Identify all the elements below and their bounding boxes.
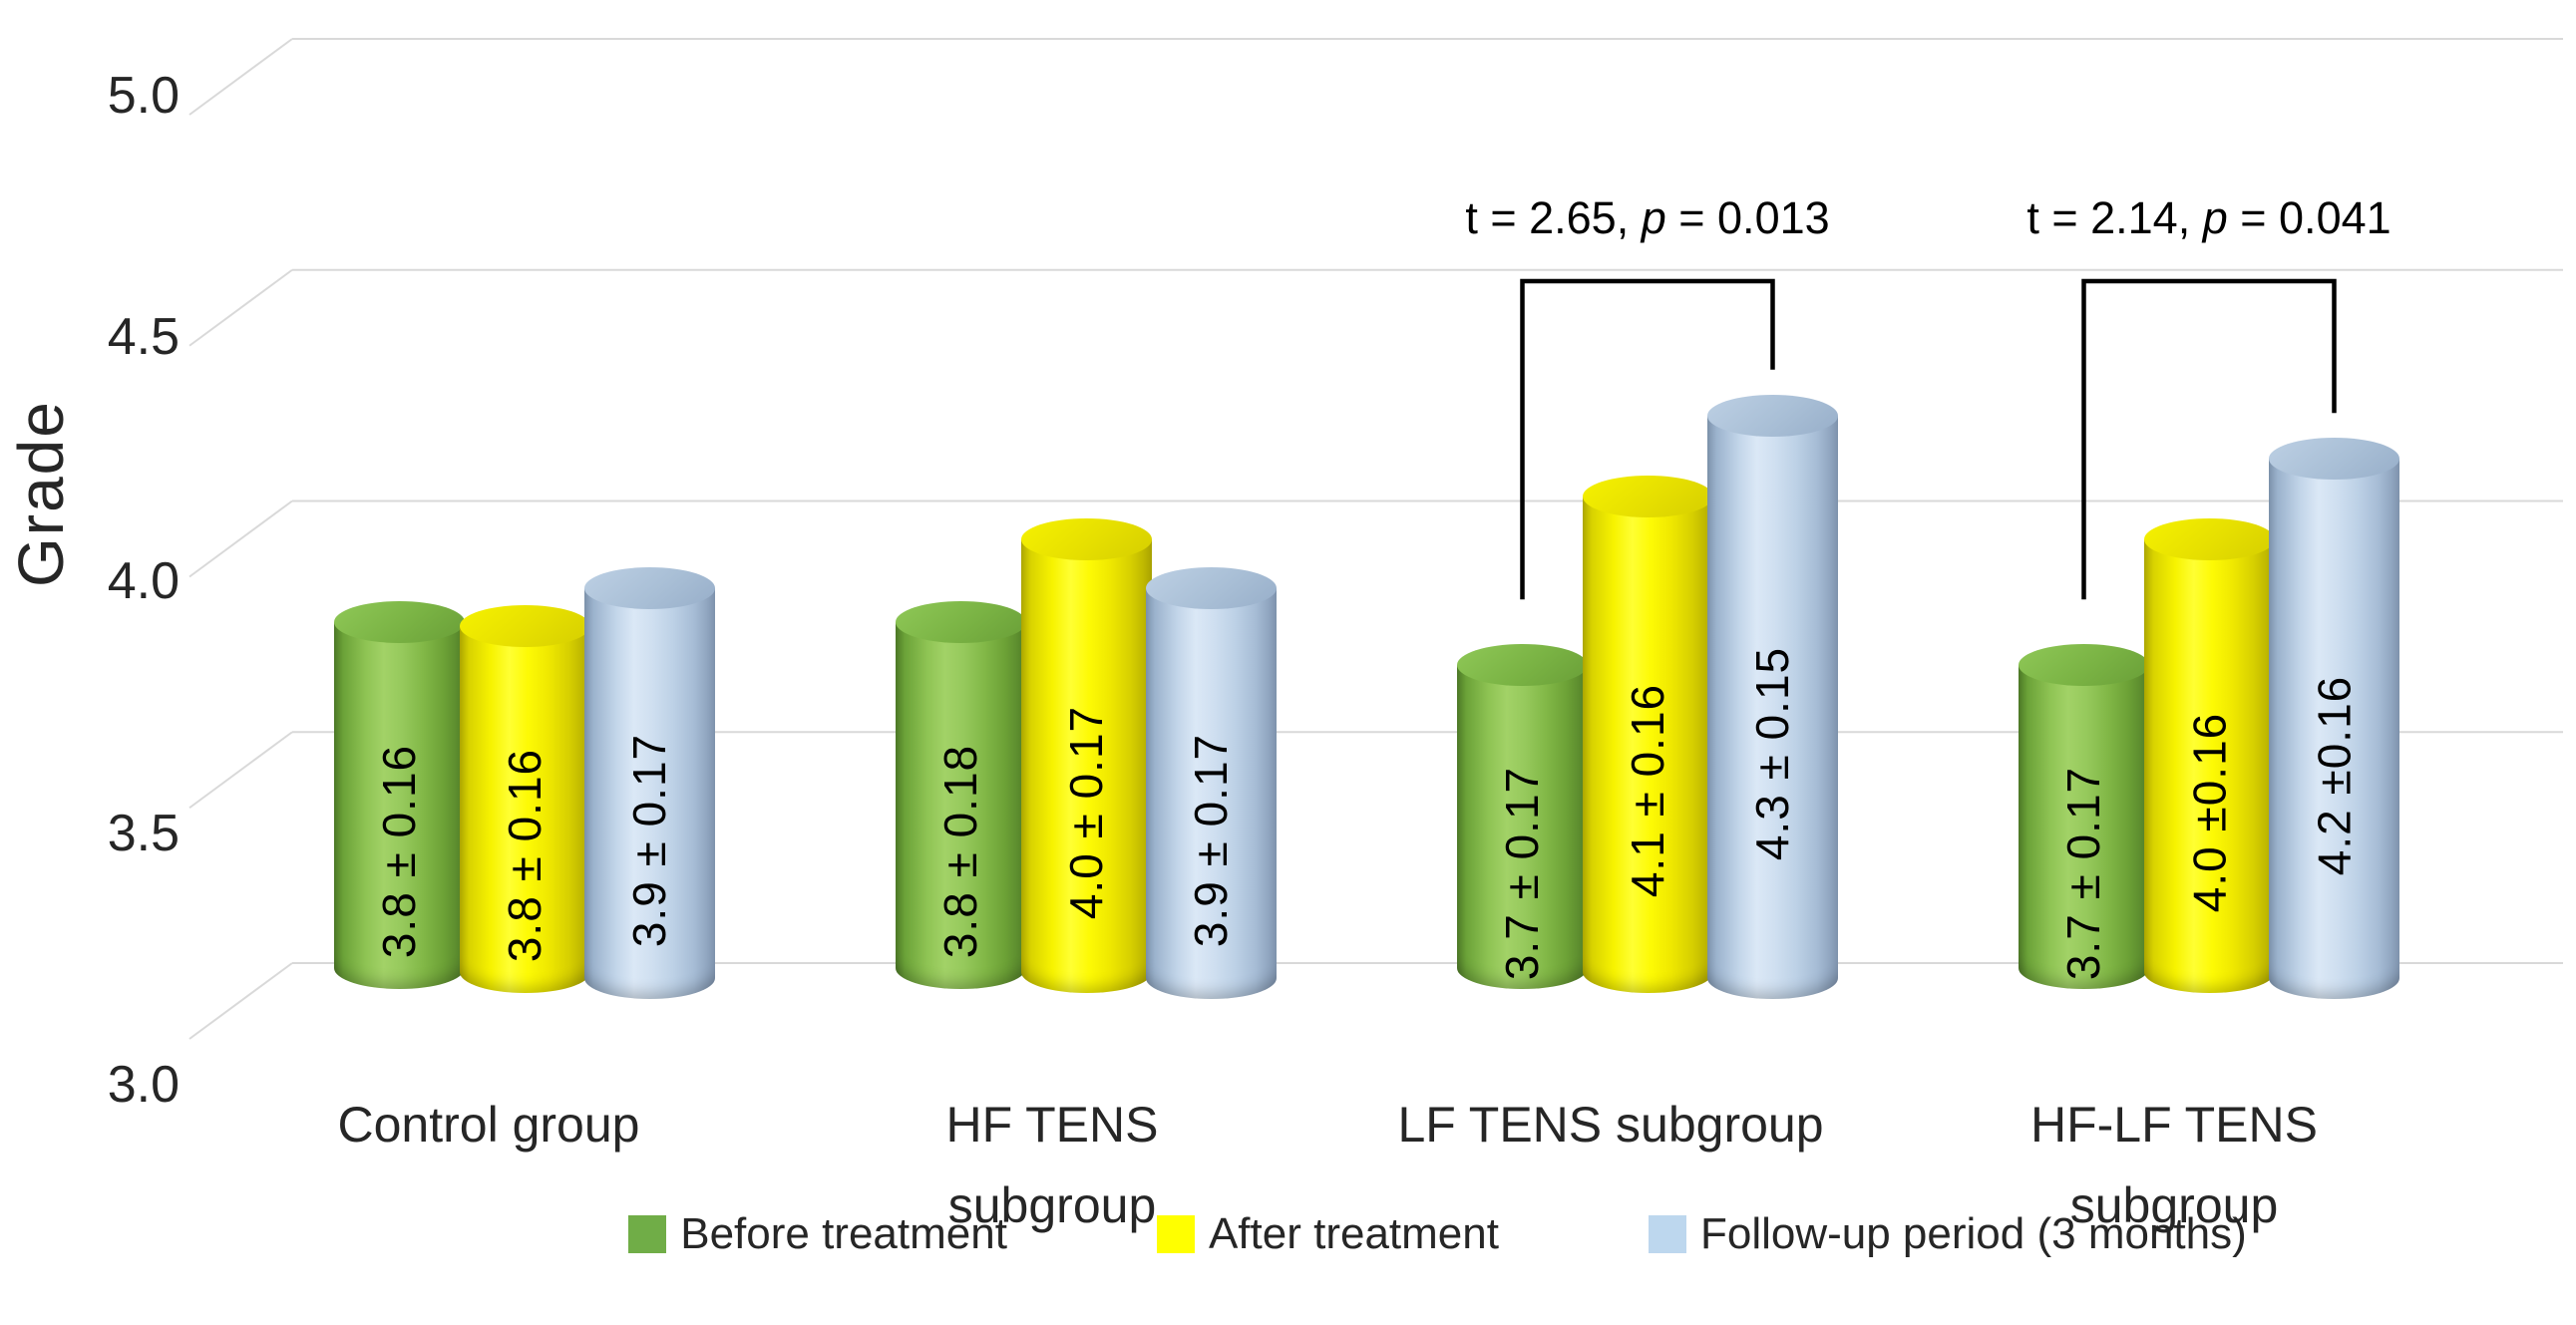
- bar-value-label: 4.0 ±0.16: [2144, 560, 2275, 981]
- cylinder-top-ellipse: [896, 600, 1026, 643]
- cylinder-body: [2144, 539, 2275, 993]
- cylinder-bar: 4.0 ± 0.17: [1021, 518, 1152, 993]
- bar-value-text: 3.7 ± 0.17: [2057, 766, 2110, 981]
- significance-bracket: [1520, 278, 1775, 600]
- bar-value-text: 4.0 ±0.16: [2183, 712, 2236, 913]
- cylinder-body: [1021, 539, 1152, 993]
- cylinder-bar: 3.9 ± 0.17: [584, 567, 715, 999]
- y-tick-label: 4.5: [107, 308, 180, 366]
- bar-value-label: 4.3 ± 0.15: [1707, 437, 1838, 987]
- bar-value-label: 3.8 ± 0.16: [460, 647, 590, 981]
- bar-value-label: 3.8 ± 0.18: [896, 643, 1026, 977]
- bar-value-label: 3.9 ± 0.17: [1146, 609, 1277, 987]
- y-tick-label: 3.5: [107, 805, 180, 862]
- bar-value-text: 3.8 ± 0.16: [499, 749, 552, 963]
- legend-label: Follow-up period (3 months): [1699, 1209, 2247, 1258]
- cylinder-body: [2019, 665, 2149, 989]
- legend-swatch-icon: [628, 1215, 667, 1253]
- x-category-label: HF-LF TENS subgroup: [2030, 1097, 2318, 1233]
- bar-value-text: 3.8 ± 0.16: [373, 745, 426, 959]
- cylinder-top-ellipse: [2144, 518, 2275, 560]
- bar-value-text: 3.9 ± 0.17: [1185, 733, 1238, 947]
- bar-value-label: 3.7 ± 0.17: [2019, 686, 2149, 981]
- y-tick-label: 3.0: [107, 1056, 180, 1114]
- legend-label: After treatment: [1208, 1209, 1499, 1258]
- bar-value-label: 3.8 ± 0.16: [334, 643, 465, 977]
- bar-value-text: 4.2 ±0.16: [2308, 675, 2361, 875]
- x-category-label: LF TENS subgroup: [1397, 1097, 1824, 1153]
- annotation-p-value: = 0.013: [1665, 192, 1830, 243]
- cylinder-bar: 3.8 ± 0.18: [896, 600, 1026, 989]
- cylinder-top-ellipse: [460, 604, 590, 647]
- cylinder-body: [1583, 496, 1713, 993]
- cylinder-top-ellipse: [1146, 567, 1277, 610]
- y-tick-label: 4.0: [107, 552, 180, 610]
- annotation-t-part: t = 2.14,: [2026, 192, 2203, 243]
- cylinder-top-ellipse: [1021, 518, 1152, 560]
- annotation-t-part: t = 2.65,: [1465, 192, 1642, 243]
- cylinder-top-ellipse: [334, 600, 465, 643]
- cylinder-bar: 4.2 ±0.16: [2269, 438, 2399, 999]
- cylinder-bar: 4.1 ± 0.16: [1583, 475, 1713, 993]
- cylinder-body: [1457, 665, 1588, 989]
- bar-value-text: 4.3 ± 0.15: [1746, 646, 1799, 861]
- cylinder-bar: 3.8 ± 0.16: [460, 604, 590, 993]
- gridline-diagonal: [188, 268, 293, 347]
- y-tick-label: 5.0: [107, 67, 180, 125]
- cylinder-top-ellipse: [1583, 475, 1713, 517]
- cylinder-top-ellipse: [2269, 438, 2399, 481]
- bar-value-text: 3.8 ± 0.18: [934, 745, 987, 959]
- cylinder-top-ellipse: [2019, 644, 2149, 687]
- cylinder-body: [1146, 588, 1277, 999]
- gridline-diagonal: [188, 731, 293, 810]
- cylinder-body: [896, 621, 1026, 989]
- bar-value-text: 4.0 ± 0.17: [1060, 705, 1113, 920]
- gridline-diagonal: [188, 499, 293, 578]
- significance-annotation: t = 2.65, p = 0.013: [1465, 192, 1829, 244]
- bar-value-label: 4.0 ± 0.17: [1021, 560, 1152, 981]
- legend-item: Follow-up period (3 months): [1648, 1209, 2247, 1258]
- legend-swatch-icon: [1648, 1215, 1686, 1253]
- gridline-diagonal: [188, 962, 293, 1040]
- cylinder-bar: 3.7 ± 0.17: [1457, 644, 1588, 989]
- significance-annotation: t = 2.14, p = 0.041: [2026, 192, 2391, 244]
- bar-value-label: 4.1 ± 0.16: [1583, 517, 1713, 981]
- legend: Before treatment After treatment Follow-up…: [299, 1212, 2576, 1256]
- cylinder-body: [1707, 415, 1838, 999]
- x-category-label: Control group: [337, 1097, 640, 1153]
- cylinder-top-ellipse: [1707, 394, 1838, 437]
- cylinder-bar: 3.7 ± 0.17: [2019, 644, 2149, 989]
- annotation-p-symbol: p: [1641, 192, 1666, 243]
- cylinder-bar: 3.9 ± 0.17: [1146, 567, 1277, 999]
- cylinder-bar: 3.8 ± 0.16: [334, 600, 465, 989]
- annotation-p-symbol: p: [2202, 192, 2228, 243]
- bar-value-text: 3.7 ± 0.17: [1496, 766, 1549, 981]
- cylinder-body: [2269, 459, 2399, 999]
- gridline-diagonal: [188, 38, 293, 116]
- annotation-p-value: = 0.041: [2227, 192, 2392, 243]
- cylinder-body: [460, 625, 590, 993]
- legend-swatch-icon: [1156, 1215, 1195, 1253]
- bar-value-label: 3.9 ± 0.17: [584, 609, 715, 987]
- bar-value-label: 3.7 ± 0.17: [1457, 686, 1588, 981]
- cylinder-bar: 4.3 ± 0.15: [1707, 394, 1838, 999]
- cylinder-top-ellipse: [1457, 644, 1588, 687]
- bar-value-text: 3.9 ± 0.17: [623, 733, 676, 947]
- legend-item: After treatment: [1156, 1209, 1499, 1258]
- bar-value-text: 4.1 ± 0.16: [1622, 684, 1674, 898]
- legend-item: Before treatment: [628, 1212, 1007, 1256]
- cylinder-top-ellipse: [584, 567, 715, 610]
- x-category-label: HF TENS subgroup: [945, 1097, 1159, 1233]
- significance-bracket: [2081, 278, 2337, 600]
- bar-value-label: 4.2 ±0.16: [2269, 480, 2399, 987]
- legend-label: Before treatment: [680, 1209, 1007, 1258]
- cylinder-bar: 4.0 ±0.16: [2144, 518, 2275, 993]
- cylinder-body: [334, 621, 465, 989]
- cylinder-body: [584, 588, 715, 999]
